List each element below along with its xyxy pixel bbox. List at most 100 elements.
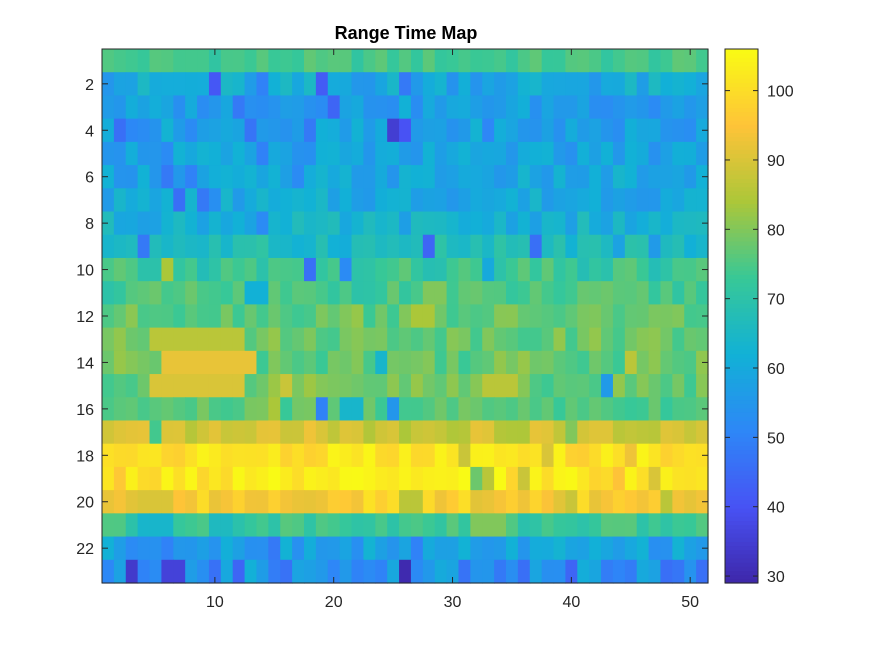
heatmap-cell bbox=[256, 49, 269, 73]
colorbar-swatch bbox=[725, 562, 758, 567]
heatmap-cell bbox=[256, 513, 269, 538]
heatmap-cell bbox=[375, 559, 388, 584]
heatmap-cell bbox=[565, 304, 578, 329]
heatmap-cell bbox=[197, 49, 210, 73]
heatmap-cell bbox=[102, 350, 115, 375]
heatmap-cell bbox=[197, 304, 210, 329]
heatmap-cell bbox=[280, 188, 293, 213]
heatmap-cell bbox=[422, 165, 436, 189]
heatmap-cell bbox=[161, 490, 174, 514]
heatmap-cell bbox=[410, 141, 424, 166]
colorbar-swatch bbox=[725, 178, 758, 184]
heatmap-cell bbox=[684, 304, 697, 329]
x-axis-ticks: 10 20 30 40 50 bbox=[206, 49, 699, 611]
heatmap-cell bbox=[339, 397, 353, 422]
heatmap-cell bbox=[672, 72, 685, 97]
heatmap-cell bbox=[363, 374, 376, 398]
heatmap-cell bbox=[529, 188, 543, 213]
heatmap-cell bbox=[125, 281, 139, 305]
heatmap-cell bbox=[304, 327, 317, 352]
heatmap-cell bbox=[517, 397, 531, 422]
heatmap-cell bbox=[363, 397, 376, 422]
heatmap-cell bbox=[244, 420, 258, 445]
y-axis-ticks: 2 4 6 8 10 12 14 16 18 20 22 bbox=[76, 77, 708, 558]
heatmap-cell bbox=[553, 188, 567, 213]
heatmap-cell bbox=[327, 466, 341, 491]
heatmap-cell bbox=[470, 165, 483, 189]
heatmap-cell bbox=[482, 211, 495, 236]
heatmap-cell bbox=[375, 374, 388, 398]
heatmap-cell bbox=[601, 490, 614, 514]
heatmap-cell bbox=[517, 304, 531, 329]
colorbar-swatch bbox=[725, 232, 758, 238]
heatmap-cell bbox=[327, 350, 341, 375]
heatmap-cell bbox=[648, 188, 662, 213]
heatmap-cell bbox=[387, 327, 400, 352]
heatmap-cell bbox=[517, 559, 531, 584]
heatmap-cell bbox=[220, 304, 234, 329]
heatmap-cell bbox=[363, 327, 376, 352]
heatmap-cell bbox=[458, 257, 471, 282]
heatmap-cell bbox=[482, 559, 495, 584]
heatmap-cell bbox=[268, 49, 281, 73]
heatmap-cell bbox=[244, 281, 258, 305]
heatmap-cell bbox=[125, 513, 139, 538]
colorbar-swatch bbox=[725, 124, 758, 129]
heatmap-cell bbox=[684, 490, 697, 514]
heatmap-cell bbox=[304, 281, 317, 305]
heatmap-cell bbox=[102, 165, 115, 189]
heatmap-cell bbox=[589, 304, 602, 329]
heatmap-cell bbox=[541, 281, 555, 305]
heatmap-cell bbox=[232, 397, 246, 422]
heatmap-cell bbox=[102, 118, 115, 143]
heatmap-cell bbox=[529, 304, 543, 329]
heatmap-cell bbox=[315, 374, 329, 398]
y-tick-label: 8 bbox=[85, 216, 94, 233]
heatmap-cell bbox=[672, 257, 685, 282]
heatmap-cell bbox=[375, 141, 388, 166]
heatmap-cell bbox=[410, 327, 424, 352]
heatmap-cell bbox=[517, 536, 531, 561]
heatmap-cell bbox=[517, 95, 531, 120]
heatmap-cell bbox=[410, 350, 424, 375]
heatmap-cell bbox=[339, 536, 353, 561]
heatmap-cell bbox=[102, 281, 115, 305]
heatmap-cell bbox=[102, 490, 115, 514]
heatmap-cell bbox=[327, 165, 341, 189]
heatmap-cell bbox=[375, 165, 388, 189]
heatmap-cell bbox=[304, 536, 317, 561]
heatmap-cell bbox=[327, 257, 341, 282]
heatmap-cell bbox=[185, 234, 198, 259]
heatmap-cell bbox=[470, 141, 483, 166]
heatmap-cell bbox=[399, 304, 412, 329]
heatmap-cell bbox=[304, 443, 317, 468]
heatmap-cell bbox=[292, 466, 305, 491]
heatmap-cell bbox=[482, 234, 495, 259]
heatmap-cell bbox=[517, 141, 531, 166]
heatmap-cell bbox=[565, 327, 578, 352]
heatmap-cell bbox=[232, 327, 246, 352]
heatmap-cell bbox=[304, 304, 317, 329]
heatmap-cell bbox=[422, 211, 436, 236]
heatmap-cell bbox=[612, 188, 626, 213]
heatmap-cell bbox=[541, 234, 555, 259]
heatmap-cell bbox=[458, 397, 471, 422]
y-tick-label: 14 bbox=[76, 355, 94, 372]
heatmap-cell bbox=[220, 536, 234, 561]
heatmap-cell bbox=[351, 211, 365, 236]
heatmap-cell bbox=[244, 397, 258, 422]
heatmap-cell bbox=[351, 257, 365, 282]
colorbar-swatch bbox=[725, 228, 758, 234]
heatmap-cell bbox=[256, 281, 269, 305]
heatmap-cell bbox=[541, 72, 555, 97]
heatmap-cell bbox=[624, 281, 638, 305]
heatmap-cell bbox=[672, 350, 685, 375]
heatmap-cell bbox=[482, 281, 495, 305]
heatmap-cell bbox=[208, 536, 222, 561]
heatmap-cell bbox=[137, 327, 151, 352]
x-tick-label: 30 bbox=[444, 594, 462, 611]
heatmap-cell bbox=[315, 49, 329, 73]
heatmap-cell bbox=[458, 188, 471, 213]
heatmap-cell bbox=[601, 72, 614, 97]
heatmap-cell bbox=[137, 211, 151, 236]
